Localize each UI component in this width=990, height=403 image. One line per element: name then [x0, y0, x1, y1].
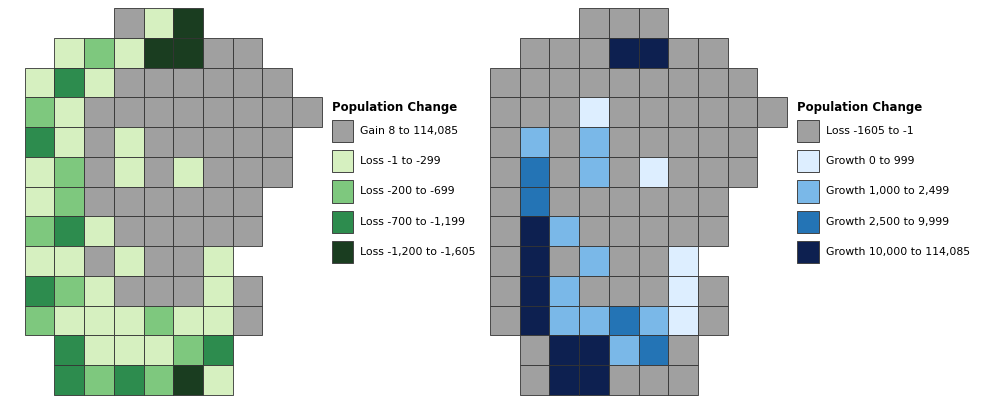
Text: Growth 0 to 999: Growth 0 to 999 [826, 156, 914, 166]
Text: Population Change: Population Change [797, 101, 923, 114]
Text: Loss -1605 to -1: Loss -1605 to -1 [826, 126, 914, 136]
Text: Gain 8 to 114,085: Gain 8 to 114,085 [360, 126, 458, 136]
Text: Population Change: Population Change [332, 101, 457, 114]
Text: Loss -1,200 to -1,605: Loss -1,200 to -1,605 [360, 247, 476, 257]
Text: Growth 1,000 to 2,499: Growth 1,000 to 2,499 [826, 187, 948, 196]
Text: Growth 2,500 to 9,999: Growth 2,500 to 9,999 [826, 217, 948, 226]
Text: Loss -200 to -699: Loss -200 to -699 [360, 187, 455, 196]
Text: Growth 10,000 to 114,085: Growth 10,000 to 114,085 [826, 247, 970, 257]
Text: Loss -1 to -299: Loss -1 to -299 [360, 156, 441, 166]
Text: Loss -700 to -1,199: Loss -700 to -1,199 [360, 217, 465, 226]
